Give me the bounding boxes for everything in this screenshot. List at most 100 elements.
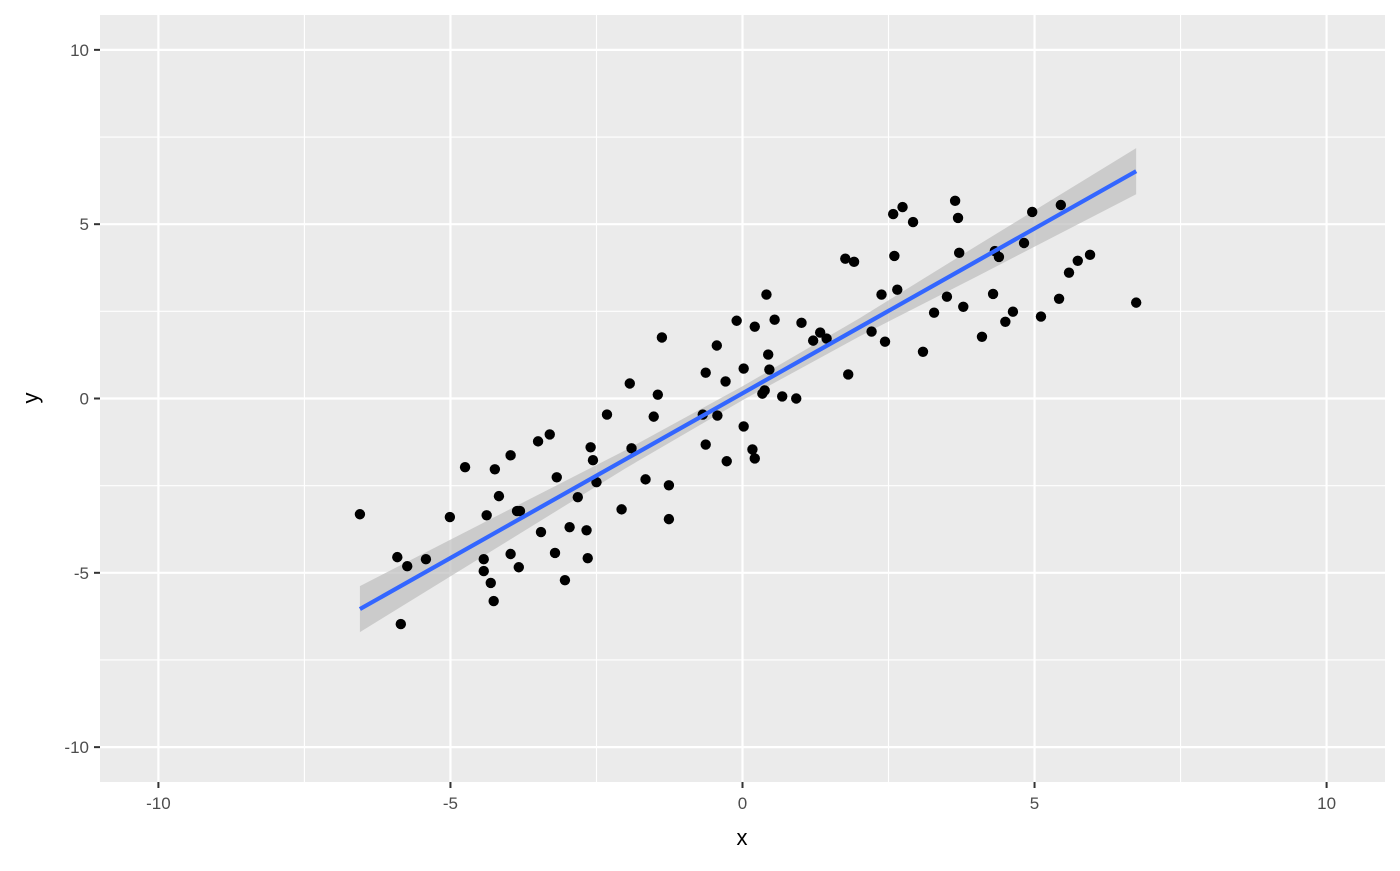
data-point [532,436,544,447]
data-point [640,474,651,485]
y-tick-label: -10 [64,738,89,757]
data-point [1084,249,1096,261]
data-point [1130,297,1142,308]
data-point [721,456,732,467]
data-point [601,409,613,420]
regression-line [358,169,1138,611]
data-point [488,595,499,607]
data-point [769,314,780,325]
x-tick-label: 0 [738,794,747,813]
data-point [624,378,635,389]
data-point [478,565,489,577]
data-point [559,574,571,586]
data-point [493,490,505,502]
data-point [749,321,760,332]
data-point [848,256,860,268]
data-point [420,554,432,565]
x-tick-label: -5 [443,794,458,813]
data-point [481,510,492,521]
data-point [1018,237,1030,249]
data-point [731,315,742,326]
y-tick-label: 10 [70,41,89,60]
data-point [444,511,456,523]
data-point [887,208,899,220]
data-point [572,491,583,503]
data-point [591,476,602,488]
y-axis-title: y [18,393,43,404]
data-point [949,195,961,207]
data-point [564,521,575,533]
x-axis-title: x [737,825,748,850]
data-point [749,453,760,464]
data-point [354,509,366,520]
data-point [535,526,547,538]
data-point [759,385,770,396]
data-point [840,253,851,264]
data-point [917,346,929,357]
data-point [656,332,668,343]
data-point [587,455,599,466]
points [354,195,1142,630]
data-point [1027,206,1038,218]
data-point [712,410,723,421]
regression-line-path [358,169,1138,611]
data-point [892,284,903,295]
data-point [987,288,999,300]
data-point [821,333,832,344]
data-point [747,444,758,455]
data-point [711,340,722,351]
ticks: -10 -5 0 5 10 -10 -5 0 5 10 [64,41,1336,813]
data-point [1072,255,1083,266]
x-tick-label: -10 [146,794,171,813]
data-point [958,301,969,313]
data-point [876,289,887,300]
data-point [585,442,596,453]
data-point [392,551,403,563]
data-point [791,393,802,404]
data-point [1053,293,1065,304]
data-point [993,251,1005,263]
data-point [879,336,891,347]
y-tick-label: 5 [80,215,89,234]
data-point [700,439,711,450]
data-point [764,364,775,375]
data-point [1055,199,1067,211]
data-point [485,577,496,589]
data-point [777,391,788,402]
data-point [738,421,749,432]
data-point [1007,306,1019,317]
data-point [648,411,659,422]
data-point [582,552,593,564]
data-point [976,331,988,342]
x-tick-label: 10 [1317,794,1336,813]
data-point [395,618,407,630]
data-point [489,464,501,475]
data-point [763,349,774,360]
data-point [889,250,900,262]
data-point [513,562,524,573]
data-point [514,505,526,517]
data-point [738,363,749,374]
data-point [652,389,664,400]
data-point [505,450,516,461]
data-point [796,317,807,329]
data-point [581,525,592,536]
data-point [544,429,555,440]
data-point [897,201,908,213]
x-tick-label: 5 [1030,794,1039,813]
data-point [907,216,919,228]
data-point [807,335,819,346]
data-point [928,307,940,318]
data-point [402,560,413,572]
data-point [663,513,675,525]
data-point [866,326,877,337]
y-tick-label: -5 [74,564,89,583]
data-point [616,504,627,515]
data-point [505,548,516,560]
data-point [663,480,675,491]
data-point [952,212,964,224]
data-point [720,376,731,387]
data-point [700,367,711,378]
data-point [459,461,471,473]
